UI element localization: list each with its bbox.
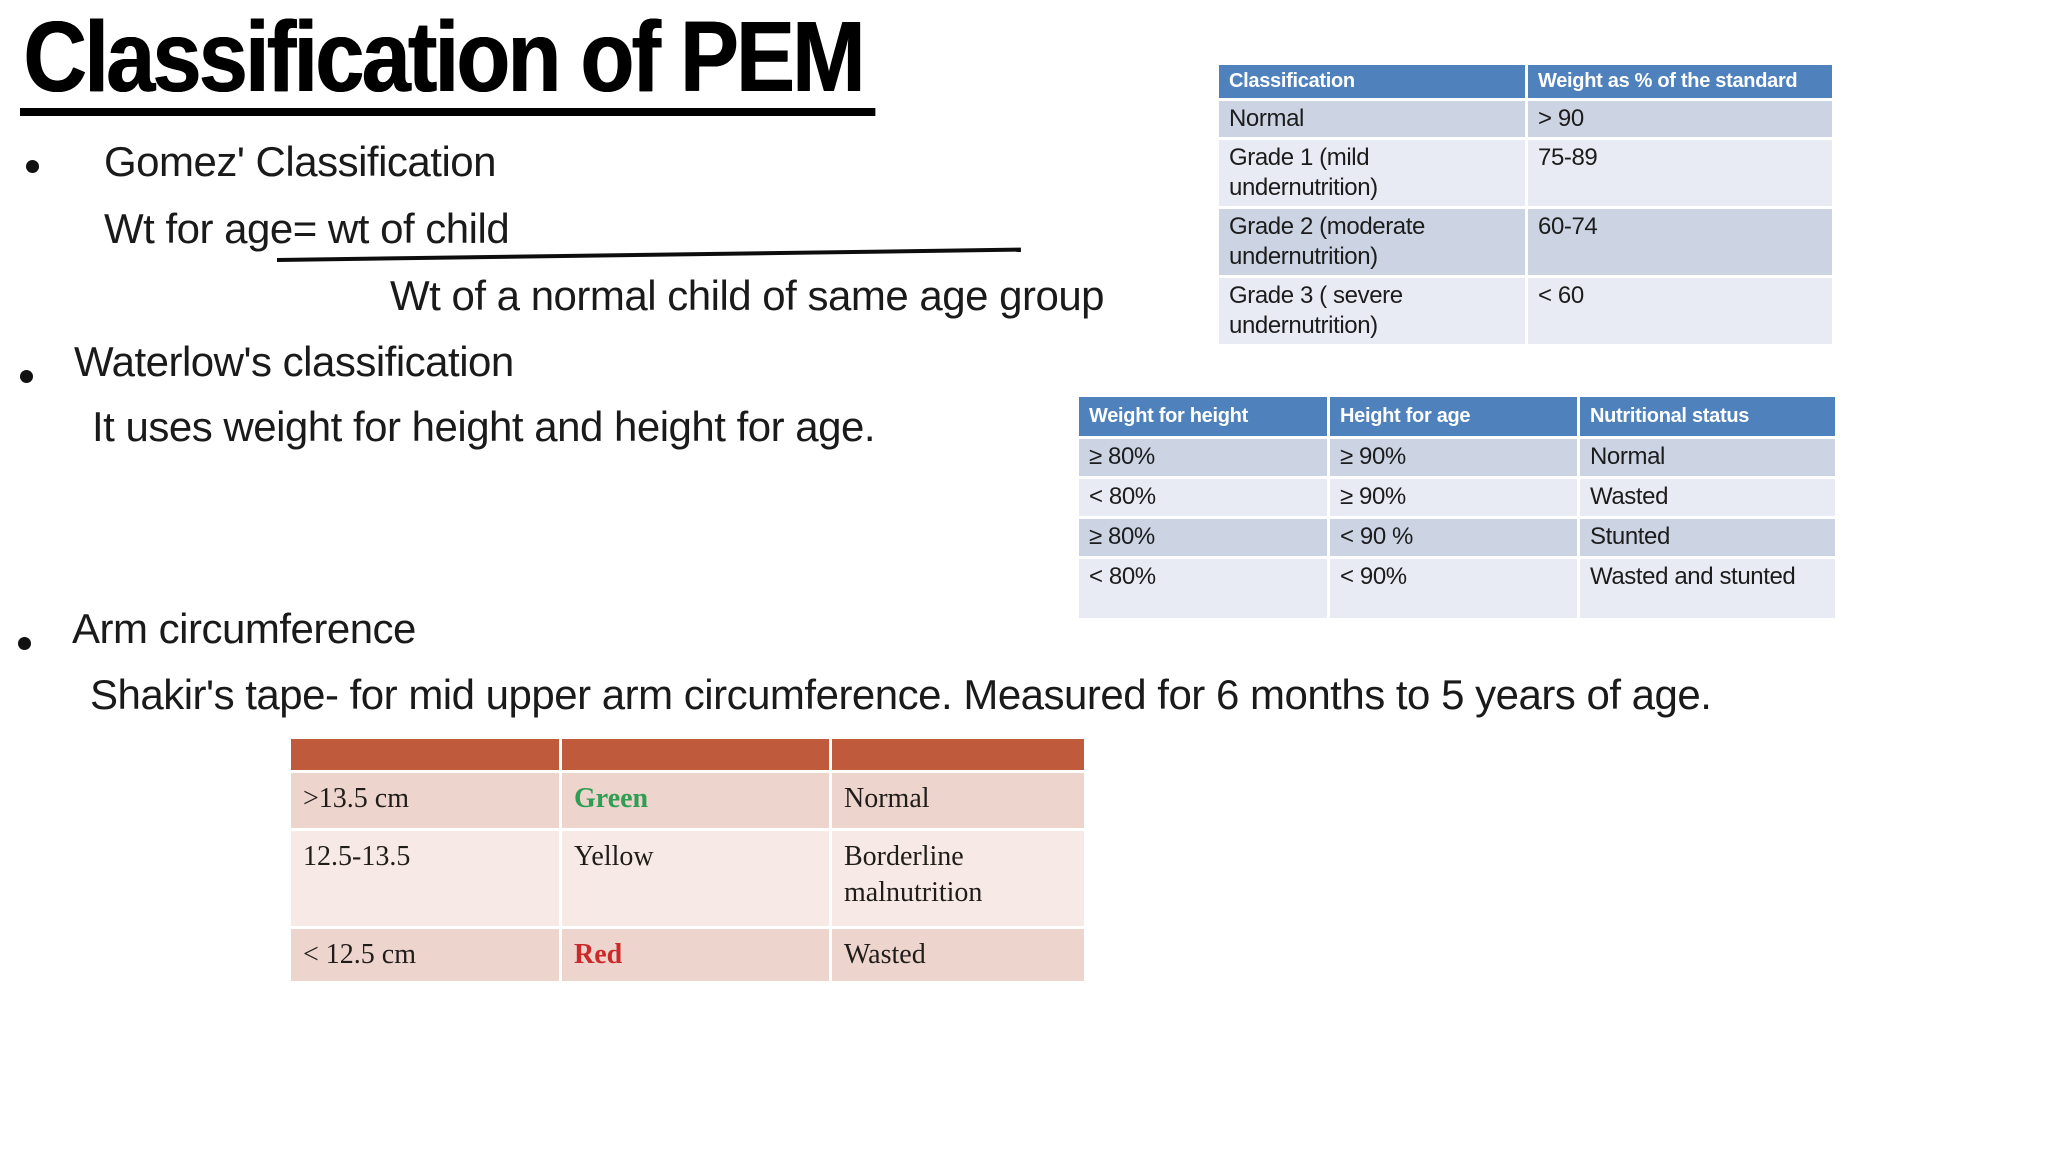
table-cell: 75-89 (1525, 137, 1835, 209)
table-cell: ≥ 80% (1076, 516, 1330, 559)
table-cell: Grade 2 (moderate undernutrition) (1216, 206, 1528, 278)
table-cell: < 80% (1076, 556, 1330, 621)
table-cell: Wasted (1577, 476, 1838, 519)
table-row: 12.5-13.5 Yellow Borderline malnutrition (288, 828, 1087, 929)
table-cell: Grade 3 ( severe undernutrition) (1216, 275, 1528, 347)
table-row: ≥ 80% ≥ 90% Normal (1076, 436, 1838, 479)
table-header-row: Classification Weight as % of the standa… (1216, 62, 1835, 101)
table-cell: < 60 (1525, 275, 1835, 347)
table-row: >13.5 cm Green Normal (288, 770, 1087, 831)
gomez-formula-numerator: Wt for age= wt of child (104, 205, 510, 252)
table-cell: >13.5 cm (288, 770, 562, 831)
shakir-header-cell (288, 736, 562, 773)
column-header: Nutritional status (1577, 394, 1838, 439)
table-cell: Normal (1577, 436, 1838, 479)
waterlow-note: It uses weight for height and height for… (92, 403, 876, 450)
table-cell: Yellow (559, 828, 832, 929)
table-cell: Borderline malnutrition (829, 828, 1087, 929)
bullet-icon (18, 637, 31, 650)
table-row: < 12.5 cm Red Wasted (288, 925, 1087, 985)
table-header-row (288, 736, 1087, 773)
table-cell: ≥ 80% (1076, 436, 1330, 479)
column-header: Weight for height (1076, 394, 1330, 439)
waterlow-table: Weight for height Height for age Nutriti… (1076, 394, 1838, 621)
gomez-formula-denominator: Wt of a normal child of same age group (390, 272, 1105, 319)
table-cell: Wasted (829, 925, 1087, 985)
table-cell: 12.5-13.5 (288, 828, 562, 929)
bullet-icon (26, 160, 39, 173)
table-cell: Normal (829, 770, 1087, 831)
table-cell: ≥ 90% (1327, 436, 1580, 479)
table-cell: > 90 (1525, 98, 1835, 140)
table-row: Normal > 90 (1216, 98, 1835, 140)
table-row: Grade 3 ( severe undernutrition) < 60 (1216, 275, 1835, 347)
bullet-icon (20, 370, 33, 383)
table-cell: Wasted and stunted (1577, 556, 1838, 621)
shakir-note: Shakir's tape- for mid upper arm circumf… (90, 671, 1712, 718)
table-row: < 80% ≥ 90% Wasted (1076, 476, 1838, 519)
bullet-arm-label: Arm circumference (72, 605, 416, 652)
table-cell: < 12.5 cm (288, 925, 562, 985)
shakir-header-cell (829, 736, 1087, 773)
column-header: Classification (1216, 62, 1528, 101)
bullet-waterlow-label: Waterlow's classification (74, 338, 514, 385)
table-cell: Grade 1 (mild undernutrition) (1216, 137, 1528, 209)
page-title: Classification of PEM (20, 7, 876, 116)
table-cell: Normal (1216, 98, 1528, 140)
table-cell: ≥ 90% (1327, 476, 1580, 519)
table-cell: < 90% (1327, 556, 1580, 621)
shakir-header-cell (559, 736, 832, 773)
table-cell-red: Red (559, 925, 832, 985)
table-row: Grade 2 (moderate undernutrition) 60-74 (1216, 206, 1835, 278)
table-cell: < 90 % (1327, 516, 1580, 559)
column-header: Weight as % of the standard (1525, 62, 1835, 101)
table-cell: < 80% (1076, 476, 1330, 519)
table-cell: Stunted (1577, 516, 1838, 559)
table-row: < 80% < 90% Wasted and stunted (1076, 556, 1838, 621)
gomez-table: Classification Weight as % of the standa… (1216, 62, 1835, 347)
table-cell-green: Green (559, 770, 832, 831)
table-row: ≥ 80% < 90 % Stunted (1076, 516, 1838, 559)
table-row: Grade 1 (mild undernutrition) 75-89 (1216, 137, 1835, 209)
column-header: Height for age (1327, 394, 1580, 439)
shakir-table: >13.5 cm Green Normal 12.5-13.5 Yellow B… (288, 736, 1087, 985)
table-header-row: Weight for height Height for age Nutriti… (1076, 394, 1838, 439)
bullet-gomez-label: Gomez' Classification (104, 138, 497, 185)
table-cell: 60-74 (1525, 206, 1835, 278)
